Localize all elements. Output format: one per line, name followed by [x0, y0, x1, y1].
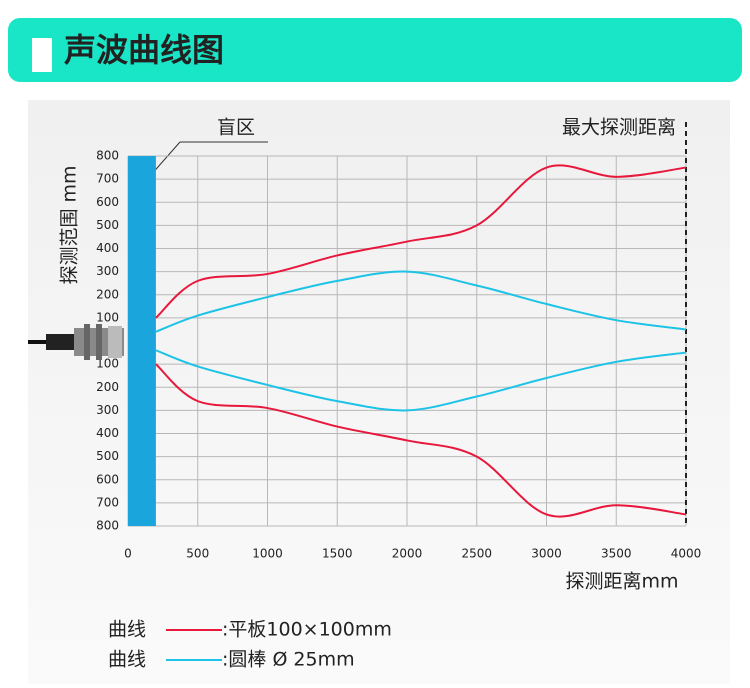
x-tick-label: 1500: [322, 547, 353, 561]
x-tick-label: 2500: [461, 547, 492, 561]
curve: [155, 363, 687, 518]
y-tick-label: 100: [96, 357, 119, 371]
legend-label: :圆棒 Ø 25mm: [222, 649, 355, 671]
header-bar: [8, 18, 742, 82]
y-tick-label: 600: [96, 472, 119, 486]
x-tick-label: 0: [124, 547, 132, 561]
y-tick-label: 700: [96, 172, 119, 186]
header-icon: [32, 38, 52, 72]
y-tick-label: 300: [96, 264, 119, 278]
curve: [155, 164, 687, 319]
x-tick-label: 4000: [671, 547, 702, 561]
x-axis-label: 探测距离mm: [565, 571, 678, 593]
y-tick-label: 500: [96, 449, 119, 463]
y-tick-label: 200: [96, 287, 119, 301]
legend-prefix: 曲线: [108, 649, 146, 671]
legend: 曲线 :平板100×100mm 曲线 :圆棒 Ø 25mm: [108, 619, 392, 671]
y-tick-label: 800: [96, 149, 119, 163]
blind-zone-label: 盲区: [217, 117, 255, 139]
y-tick-label: 400: [96, 426, 119, 440]
x-tick-label: 2000: [392, 547, 423, 561]
legend-label: :平板100×100mm: [222, 619, 392, 641]
blind-zone: [128, 156, 156, 526]
y-tick-label: 300: [96, 403, 119, 417]
y-tick-label: 100: [96, 310, 119, 324]
y-tick-label: 500: [96, 218, 119, 232]
x-tick-label: 3500: [601, 547, 632, 561]
y-tick-label: 600: [96, 195, 119, 209]
legend-prefix: 曲线: [108, 619, 146, 641]
y-axis-label: 探测范围 mm: [59, 165, 81, 284]
sensor: [28, 324, 124, 360]
y-tick-label: 700: [96, 495, 119, 509]
y-tick-label: 800: [96, 519, 119, 533]
header-title: 声波曲线图: [64, 31, 224, 69]
max-range-label: 最大探测距离: [562, 117, 676, 139]
x-tick-label: 500: [186, 547, 209, 561]
curve: [155, 349, 687, 412]
y-tick-label: 400: [96, 241, 119, 255]
x-tick-label: 1000: [252, 547, 283, 561]
x-tick-label: 3000: [531, 547, 562, 561]
curve: [155, 270, 687, 333]
y-tick-label: 200: [96, 380, 119, 394]
